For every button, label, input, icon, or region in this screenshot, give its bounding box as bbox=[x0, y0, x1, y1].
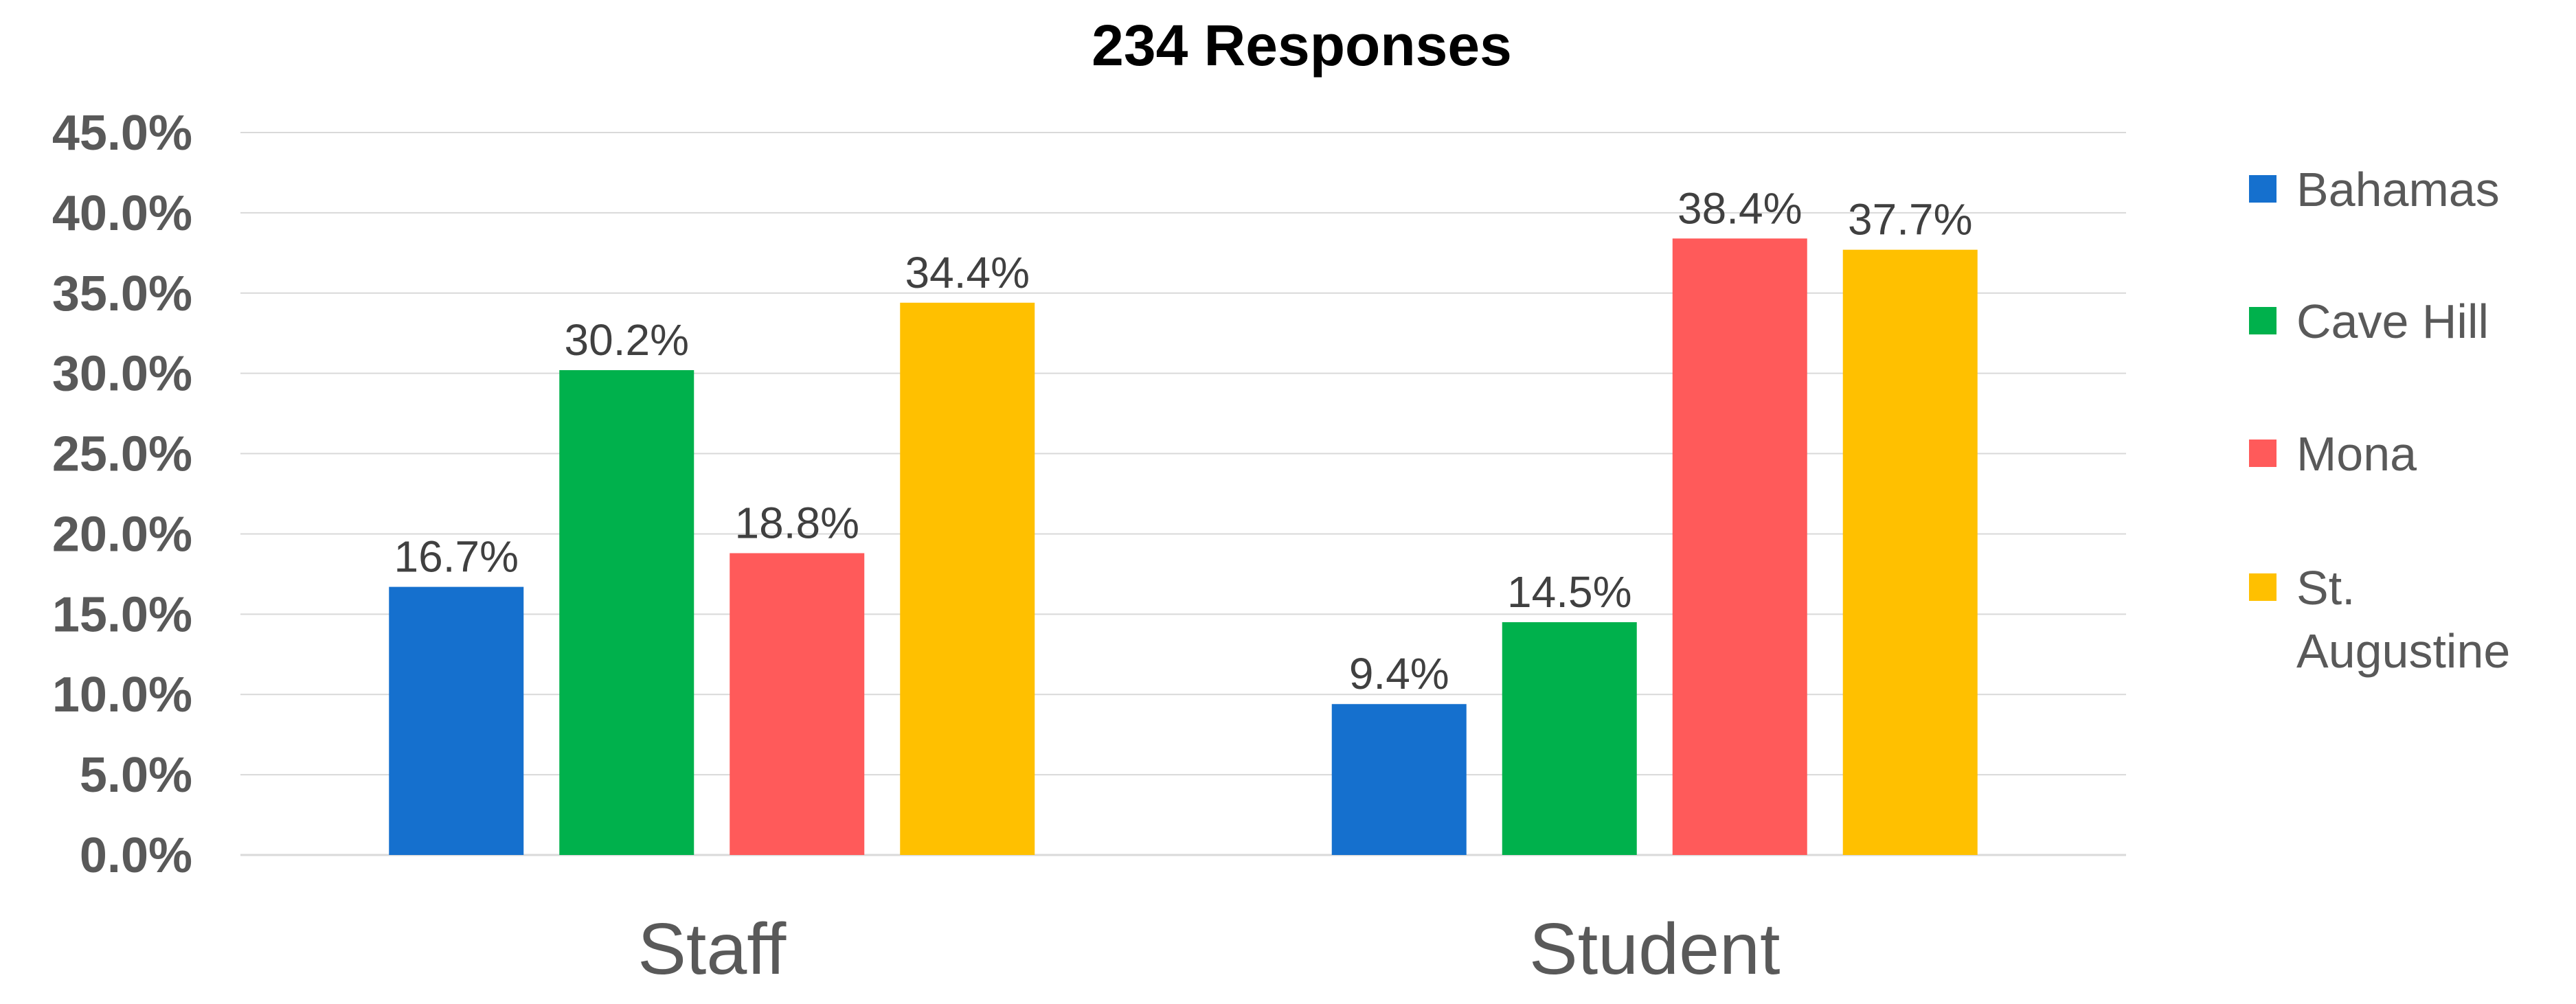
x-category-label: Staff bbox=[637, 909, 787, 990]
bar-bahamas-staff bbox=[389, 586, 524, 855]
legend-label: Cave Hill bbox=[2296, 295, 2489, 348]
data-label: 34.4% bbox=[905, 248, 1030, 297]
bars bbox=[389, 238, 1978, 855]
y-tick-label: 35.0% bbox=[52, 266, 192, 321]
legend: Bahamas Cave Hill Mona St. Augustine bbox=[2249, 163, 2510, 678]
data-label: 18.8% bbox=[735, 498, 859, 547]
data-label: 16.7% bbox=[394, 532, 519, 582]
legend-swatch bbox=[2249, 307, 2276, 334]
y-tick-label: 30.0% bbox=[52, 347, 192, 402]
y-tick-label: 20.0% bbox=[52, 507, 192, 562]
data-label: 9.4% bbox=[1349, 649, 1449, 698]
bar-mona-staff bbox=[730, 553, 865, 855]
legend-label: Mona bbox=[2296, 427, 2417, 481]
legend-swatch bbox=[2249, 440, 2276, 467]
bar-cave-hill-staff bbox=[559, 369, 694, 855]
legend-label: Bahamas bbox=[2296, 163, 2500, 216]
legend-swatch bbox=[2249, 175, 2276, 203]
chart-title: 234 Responses bbox=[1092, 13, 1512, 78]
data-label: 37.7% bbox=[1848, 195, 1972, 244]
y-tick-label: 5.0% bbox=[80, 748, 192, 803]
x-axis-categories: Staff Student bbox=[637, 909, 1780, 990]
legend-label: Augustine bbox=[2296, 624, 2510, 678]
data-label: 30.2% bbox=[565, 315, 689, 365]
y-tick-label: 15.0% bbox=[52, 587, 192, 642]
data-label: 38.4% bbox=[1677, 183, 1802, 233]
legend-label: St. bbox=[2296, 561, 2355, 615]
data-label: 14.5% bbox=[1507, 567, 1631, 617]
bar-mona-student bbox=[1672, 238, 1807, 855]
y-axis-ticks: 0.0% 5.0% 10.0% 15.0% 20.0% 25.0% 30.0% 35.0% 40… bbox=[52, 106, 192, 883]
x-category-label: Student bbox=[1529, 909, 1780, 990]
legend-swatch bbox=[2249, 573, 2276, 601]
bar-cave-hill-student bbox=[1502, 622, 1637, 855]
y-tick-label: 40.0% bbox=[52, 186, 192, 241]
bar-st-augustine-student bbox=[1842, 249, 1978, 855]
gridlines bbox=[240, 132, 2126, 856]
bar-bahamas-student bbox=[1331, 704, 1467, 855]
data-labels: 16.7% 30.2% 18.8% 34.4% 9.4% 14.5% 38.4% 37.7% bbox=[394, 183, 1973, 698]
bar-st-augustine-staff bbox=[900, 302, 1035, 855]
y-tick-label: 10.0% bbox=[52, 668, 192, 722]
y-tick-label: 25.0% bbox=[52, 427, 192, 482]
y-tick-label: 45.0% bbox=[52, 106, 192, 161]
y-tick-label: 0.0% bbox=[80, 828, 192, 883]
